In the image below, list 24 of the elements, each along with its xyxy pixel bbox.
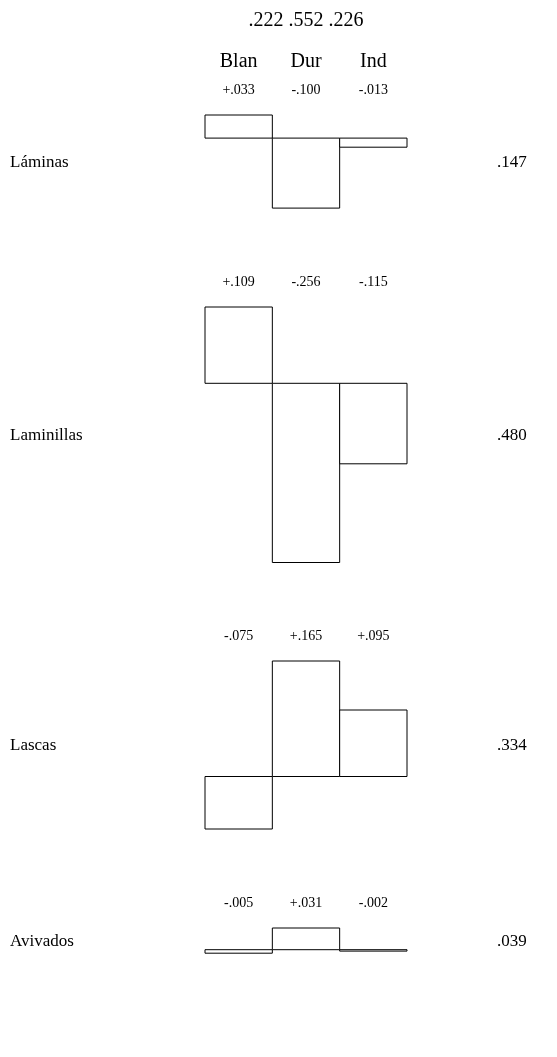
- data-label: -.013: [358, 82, 388, 97]
- text: .480: [497, 424, 527, 444]
- text: .334: [497, 735, 528, 754]
- text: .039: [497, 930, 527, 950]
- x-tick-label: Ind: [360, 48, 387, 71]
- data-label: +.165: [289, 628, 323, 643]
- data-label: +.095: [357, 628, 390, 643]
- data-label: -.075: [224, 628, 254, 643]
- data-label: +.033: [222, 82, 255, 97]
- data-label: -.115: [359, 274, 388, 289]
- y-axis-title: Lascas: [10, 735, 57, 754]
- data-label: -.005: [224, 895, 254, 910]
- text: .147: [497, 151, 528, 171]
- y-axis-title: Avivados: [10, 930, 74, 950]
- x-tick-label: Blan: [219, 48, 258, 71]
- data-label: -.100: [291, 82, 321, 97]
- data-label: -.002: [358, 895, 388, 910]
- y-axis-title: Laminillas: [10, 424, 83, 444]
- y-axis-title: Láminas: [10, 151, 69, 171]
- text: .222 .552 .226: [248, 8, 364, 30]
- x-tick-label: Dur: [290, 48, 322, 71]
- data-label: -.256: [291, 274, 321, 289]
- data-label: +.109: [222, 274, 255, 289]
- data-label: +.031: [289, 895, 323, 910]
